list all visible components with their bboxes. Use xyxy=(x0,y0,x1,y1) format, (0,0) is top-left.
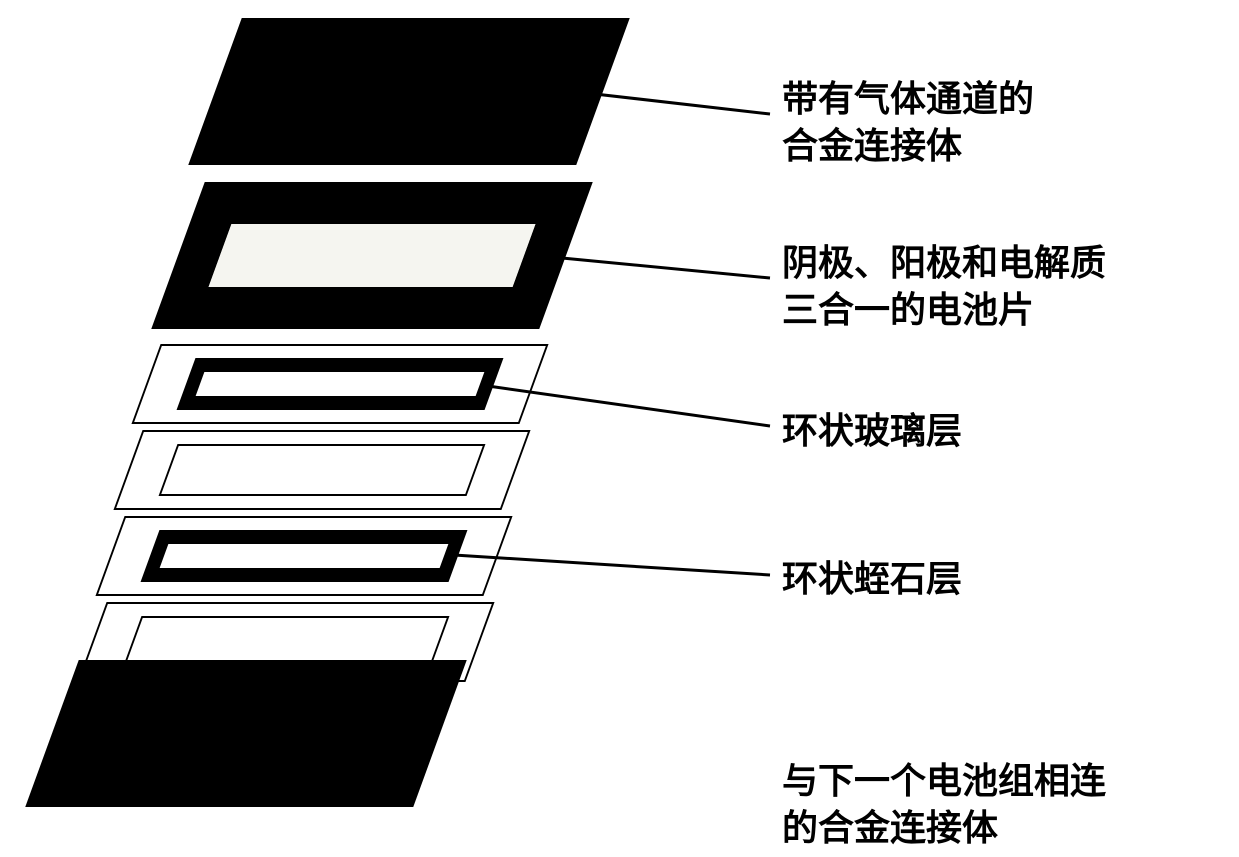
label-line: 的合金连接体 xyxy=(782,805,1106,852)
label-line: 阴极、阳极和电解质 xyxy=(782,240,1106,287)
layer-top-interconnect xyxy=(188,18,630,165)
label-vermiculite-ring: 环状蛭石层 xyxy=(782,556,962,603)
label-line: 带有气体通道的 xyxy=(782,76,1034,123)
label-bottom-interconnect: 与下一个电池组相连 的合金连接体 xyxy=(782,758,1106,852)
layer-cell-frame xyxy=(151,182,593,329)
label-glass-ring: 环状玻璃层 xyxy=(782,408,962,455)
label-line: 三合一的电池片 xyxy=(782,287,1106,334)
layer-vermiculite-inner-1 xyxy=(159,444,486,496)
layer-bottom-interconnect xyxy=(25,660,467,807)
label-cell: 阴极、阳极和电解质 三合一的电池片 xyxy=(782,240,1106,334)
exploded-diagram xyxy=(0,0,700,857)
layer-glass-inner-1 xyxy=(177,358,504,410)
layer-glass-inner-2 xyxy=(141,530,468,582)
label-line: 环状玻璃层 xyxy=(782,410,962,451)
label-line: 合金连接体 xyxy=(782,123,1034,170)
label-line: 与下一个电池组相连 xyxy=(782,758,1106,805)
cell-inner-area xyxy=(209,224,536,287)
label-top-interconnect: 带有气体通道的 合金连接体 xyxy=(782,76,1034,170)
label-line: 环状蛭石层 xyxy=(782,558,962,599)
